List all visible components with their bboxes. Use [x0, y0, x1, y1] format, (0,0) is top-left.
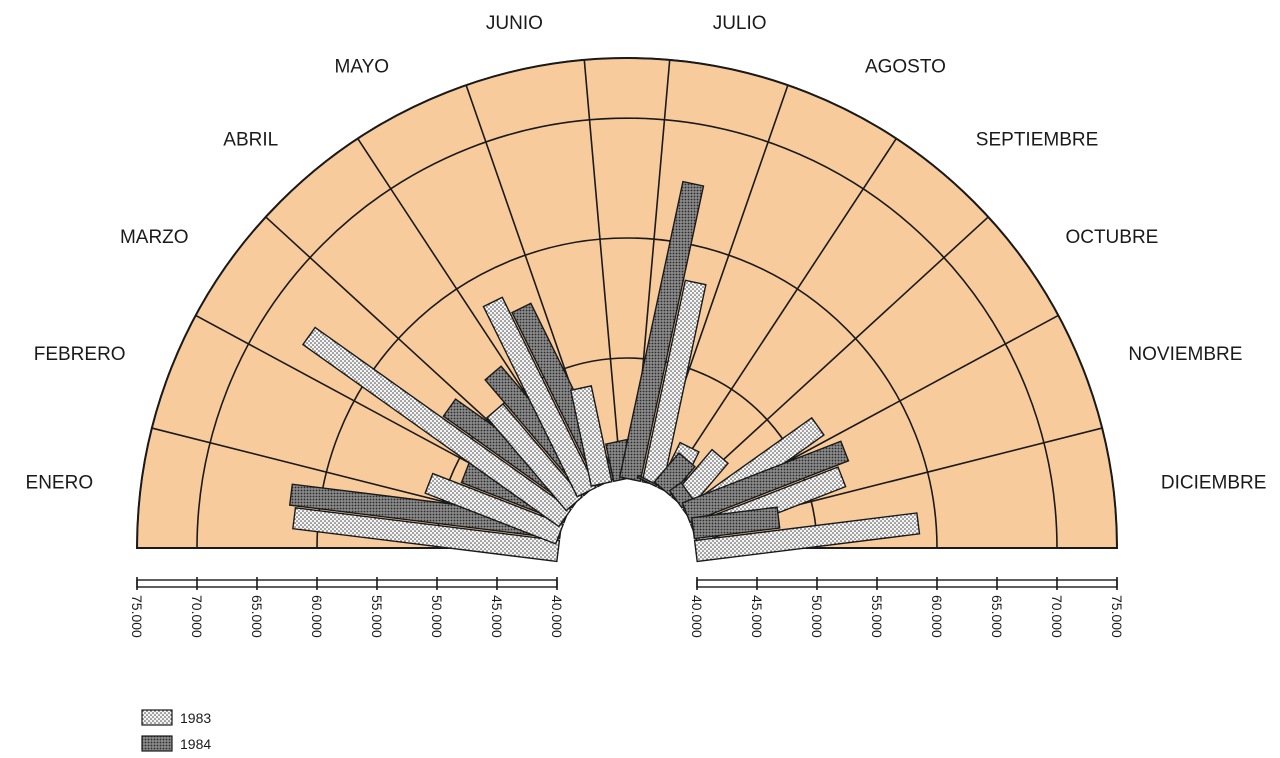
left-axis-tick-label: 65.000 — [249, 595, 265, 638]
grid-ring — [196, 117, 1058, 549]
month-label-marzo: MARZO — [120, 227, 189, 248]
legend: 1983 1984 — [141, 709, 211, 752]
bar-mayo-1983 — [482, 296, 597, 498]
right-axis-tick-label: 70.000 — [1049, 595, 1065, 638]
grid-spoke — [664, 138, 897, 490]
month-label-agosto: AGOSTO — [865, 56, 946, 77]
bar-junio-1983 — [569, 385, 613, 487]
bar-enero-1983 — [292, 507, 561, 563]
legend-swatch-1983 — [141, 709, 173, 726]
month-label-noviembre: NOVIEMBRE — [1128, 344, 1242, 365]
left-axis-tick-label: 60.000 — [309, 595, 325, 638]
right-axis-tick-label: 40.000 — [689, 595, 705, 638]
bar-diciembre-1984 — [690, 506, 781, 540]
left-axis-tick-label: 50.000 — [429, 595, 445, 638]
value-axes: 40.000 45.000 50.000 55.000 60.000 65.000 70.0… — [129, 577, 1125, 638]
right-axis-tick-label: 50.000 — [809, 595, 825, 638]
legend-label-1984: 1984 — [180, 736, 211, 752]
bar-diciembre-1983 — [693, 512, 921, 563]
left-axis-tick-label: 40.000 — [549, 595, 565, 638]
legend-label-1983: 1983 — [180, 710, 211, 726]
right-axis-bar — [696, 579, 1118, 588]
bar-septiembre-1984 — [653, 452, 696, 497]
left-axis: 40.000 45.000 50.000 55.000 60.000 65.000 70.0… — [129, 577, 565, 638]
month-label-diciembre: DICIEMBRE — [1161, 473, 1267, 494]
bar-noviembre-1984 — [681, 440, 850, 524]
right-axis-tick-label: 75.000 — [1109, 595, 1125, 638]
month-label-abril: ABRIL — [223, 129, 278, 150]
right-axis-tick-label: 45.000 — [749, 595, 765, 638]
bar-marzo-1983 — [301, 326, 572, 528]
left-axis-bar — [136, 579, 558, 588]
month-label-mayo: MAYO — [335, 56, 390, 77]
bar-febrero-1983 — [424, 472, 565, 545]
grid-spoke — [583, 59, 622, 479]
right-axis-tick-label: 60.000 — [929, 595, 945, 638]
left-axis-tick-label: 55.000 — [369, 595, 385, 638]
month-label-julio: JULIO — [713, 13, 767, 34]
right-axis-tick-label: 65.000 — [989, 595, 1005, 638]
bar-abril-1983 — [486, 403, 584, 512]
month-label-febrero: FEBRERO — [34, 344, 126, 365]
month-label-junio: JUNIO — [486, 13, 543, 34]
left-axis-tick-label: 75.000 — [129, 595, 145, 638]
left-axis-tick-label: 45.000 — [489, 595, 505, 638]
right-axis-tick-label: 55.000 — [869, 595, 885, 638]
month-labels: ENERO FEBRERO MARZO ABRIL MAYO JUNIO JULIO AGOS… — [26, 13, 1267, 494]
grid-spoke — [678, 216, 989, 502]
chart-bars — [288, 180, 921, 563]
month-label-enero: ENERO — [26, 473, 94, 494]
legend-swatch-1984 — [141, 735, 173, 752]
month-label-septiembre: SEPTIEMBRE — [976, 129, 1098, 150]
grid-ring — [136, 57, 1118, 549]
month-label-octubre: OCTUBRE — [1065, 227, 1158, 248]
bar-julio-1984 — [618, 180, 705, 483]
left-axis-tick-label: 70.000 — [189, 595, 205, 638]
right-axis: 40.000 45.000 50.000 55.000 60.000 65.000 70.0… — [689, 577, 1125, 638]
